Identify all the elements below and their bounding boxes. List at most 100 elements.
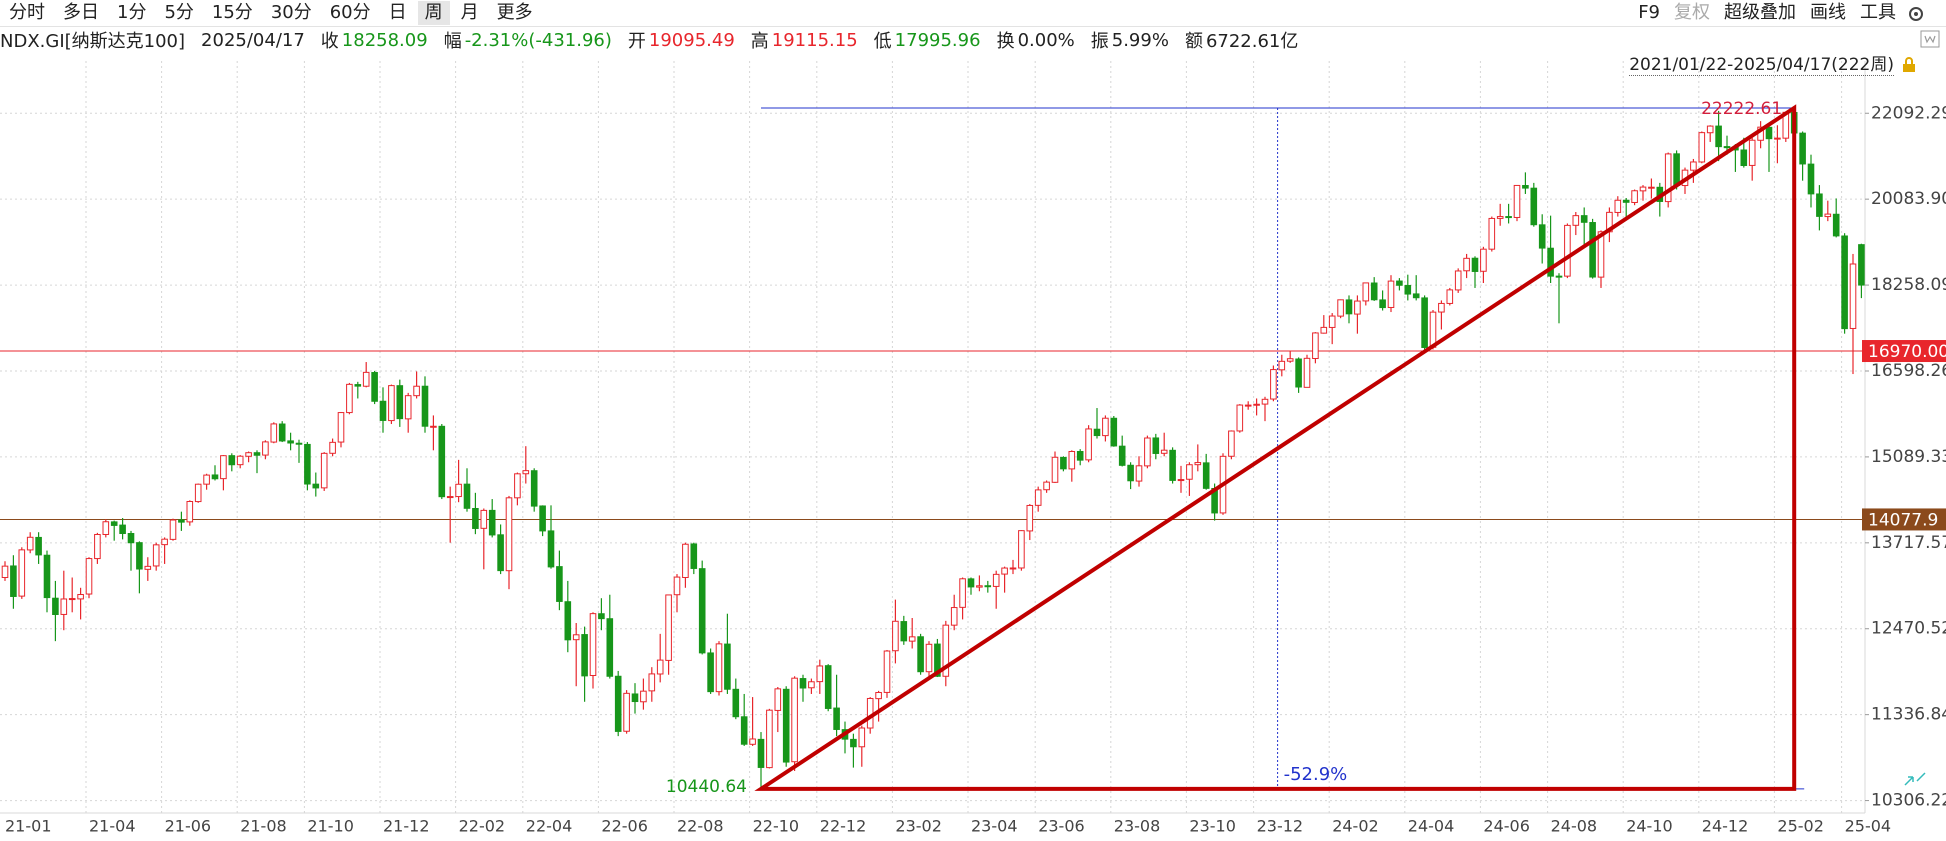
range-label[interactable]: 2021/01/22-2025/04/17(222周)	[1629, 55, 1894, 76]
wp-icon[interactable]	[1920, 30, 1940, 48]
candle-body	[480, 509, 488, 529]
candle-body	[362, 371, 370, 387]
candle-body	[1236, 404, 1244, 432]
candle-body	[917, 636, 924, 673]
candle-body	[808, 681, 815, 689]
candle-body	[1244, 404, 1252, 407]
period-tab[interactable]: 更多	[496, 2, 533, 23]
price-tag	[1862, 508, 1946, 531]
candle-body	[1639, 186, 1647, 192]
candle-body	[144, 565, 152, 570]
tool-button[interactable]: 复权	[1674, 2, 1710, 23]
toolbar: 分时 多日 1分 5分 15分 30分 60分日周月更多 F9 复权 超级叠加 画线 工具	[0, 0, 1946, 27]
price-tag-label: 14077.9	[1868, 510, 1938, 530]
y-tick-label: 10306.22	[1871, 791, 1946, 811]
candle-body	[312, 483, 320, 489]
x-tick-label: 22-02	[459, 817, 506, 836]
candle-body	[430, 425, 437, 428]
candle-body	[774, 688, 782, 711]
candle-body	[1337, 299, 1344, 317]
tool-button[interactable]: 工具	[1860, 2, 1896, 23]
candle-body	[1370, 282, 1378, 301]
candle-body	[278, 423, 286, 442]
period-tab[interactable]: 1分	[117, 2, 147, 23]
candle-body	[673, 576, 681, 596]
period-tab[interactable]: 周	[417, 1, 450, 25]
period-tab[interactable]: 5分	[164, 2, 194, 23]
y-tick-label: 20083.90	[1871, 189, 1946, 209]
x-tick-label: 21-12	[383, 817, 430, 836]
candle-body	[43, 554, 51, 599]
x-tick-label: 21-10	[307, 817, 354, 836]
period-tab[interactable]: 日	[388, 2, 407, 23]
period-tab[interactable]: 分时	[9, 2, 45, 23]
amplitude-value: 5.99%	[1111, 29, 1169, 51]
candle-body	[10, 565, 17, 597]
candle-body	[682, 543, 689, 578]
candle-body	[1118, 445, 1126, 466]
y-tick-label: 22092.29	[1871, 103, 1946, 123]
period-tab[interactable]: 60分	[329, 2, 371, 23]
candle-body	[883, 650, 891, 693]
candle-body	[211, 474, 219, 480]
candle-body	[858, 727, 866, 748]
candle-body	[1496, 216, 1504, 219]
candle-body	[94, 533, 101, 560]
x-tick-label: 24-02	[1332, 817, 1379, 836]
candle-body	[1018, 530, 1025, 569]
candle-body	[925, 643, 933, 673]
x-tick-label: 25-04	[1845, 817, 1892, 836]
candle-body	[354, 384, 362, 387]
candle-body	[1194, 462, 1202, 466]
candle-body	[127, 533, 135, 544]
close-value: 18258.09	[341, 29, 428, 51]
x-tick-label: 23-04	[971, 817, 1018, 836]
candle-body	[1177, 479, 1185, 482]
candle-body	[1295, 358, 1302, 388]
tool-button[interactable]: 超级叠加	[1724, 2, 1796, 23]
candle-body	[724, 643, 731, 690]
period-tab[interactable]: 多日	[63, 2, 99, 23]
tool-button[interactable]: F9	[1638, 2, 1660, 23]
candle-body	[1471, 257, 1479, 272]
candle-body	[1387, 280, 1395, 308]
turnover-value: 0.00%	[1017, 29, 1075, 51]
candle-body	[85, 558, 93, 595]
candle-body	[228, 455, 236, 466]
candle-body	[1396, 280, 1403, 286]
tool-button[interactable]: 画线	[1810, 2, 1846, 23]
candle-body	[892, 620, 899, 652]
candle-body	[1404, 284, 1412, 295]
candle-body	[346, 383, 353, 414]
x-tick-label: 23-10	[1189, 817, 1236, 836]
candle-body	[1547, 247, 1554, 277]
candle-body	[950, 607, 958, 626]
x-tick-label: 24-06	[1483, 817, 1530, 836]
candle-body	[253, 452, 261, 456]
x-tick-label: 24-04	[1408, 817, 1455, 836]
candle-body	[648, 673, 656, 692]
candle-body	[194, 483, 202, 503]
period-tab[interactable]: 30分	[270, 2, 312, 23]
candle-body	[379, 400, 387, 421]
candle-body	[530, 470, 538, 507]
candle-body	[472, 507, 479, 529]
lock-icon[interactable]	[1902, 57, 1916, 73]
x-tick-label: 21-06	[165, 817, 212, 836]
candle-body	[1085, 428, 1092, 461]
candle-body	[1186, 464, 1193, 480]
candle-body	[1345, 299, 1353, 315]
candle-body	[1824, 213, 1832, 218]
tools: F9 复权 超级叠加 画线 工具	[1638, 0, 1896, 26]
candle-body	[614, 675, 622, 732]
candle-body	[371, 372, 378, 402]
candle-body	[1597, 231, 1605, 278]
candle-body	[984, 585, 992, 588]
y-tick-label: 11336.84	[1871, 705, 1946, 725]
period-tab[interactable]: 15分	[211, 2, 253, 23]
settings-icon[interactable]	[1906, 4, 1926, 24]
change-annotation: -52.9%	[1284, 764, 1348, 785]
period-tab[interactable]: 月	[460, 2, 479, 23]
candle-body	[1362, 282, 1370, 302]
